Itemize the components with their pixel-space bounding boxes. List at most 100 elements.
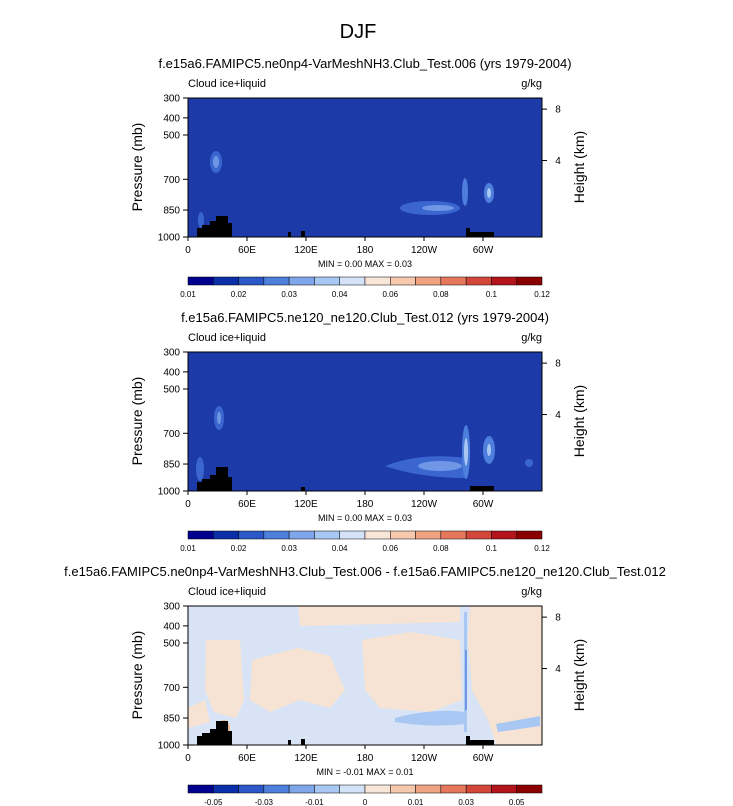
colorbar-label: 0.01 xyxy=(408,798,424,806)
colorbar-swatch xyxy=(339,784,366,794)
panel-1-colorbar: 0.01 0.02 0.03 0.04 0.06 0.08 0.1 0.12 xyxy=(180,276,550,299)
panel-1-y-axis: 300 400 500 700 850 1000 8 4 xyxy=(158,94,561,244)
y-right-tick-label: 4 xyxy=(555,410,561,421)
panel-2-cloud-core xyxy=(217,412,221,424)
y-tick-label: 850 xyxy=(163,714,180,725)
y-tick-label: 1000 xyxy=(158,233,181,244)
panel-3-positive-regions xyxy=(188,606,542,745)
x-tick-label: 120W xyxy=(411,753,438,764)
x-tick-label: 0 xyxy=(185,753,191,764)
colorbar-swatch xyxy=(465,276,492,286)
y-tick-label: 300 xyxy=(163,94,180,105)
panel-2-y-label: Pressure (mb) xyxy=(129,377,145,466)
panel-1-field-label: Cloud ice+liquid xyxy=(188,78,266,90)
panel-2-cloud-core xyxy=(487,444,491,456)
y-tick-label: 500 xyxy=(163,638,180,649)
page-title: DJF xyxy=(340,21,377,43)
panel-2-cloud-blob xyxy=(525,459,533,467)
panel-3: f.e15a6.FAMIPC5.ne0np4-VarMeshNH3.Club_T… xyxy=(64,564,666,806)
panel-1-stats: MIN = 0.00 MAX = 0.03 xyxy=(318,259,412,269)
colorbar-swatch xyxy=(339,530,366,540)
x-tick-label: 0 xyxy=(185,499,191,510)
x-tick-label: 180 xyxy=(357,753,374,764)
colorbar-label: 0.12 xyxy=(534,290,550,299)
panel-3-plot-area xyxy=(187,605,543,746)
panel-1-cloud-blob xyxy=(198,212,204,228)
x-tick-label: 120E xyxy=(294,499,318,510)
colorbar-label: 0.08 xyxy=(433,290,449,299)
x-tick-label: 60W xyxy=(473,245,494,256)
colorbar-swatch xyxy=(390,276,416,286)
panel-2-stats: MIN = 0.00 MAX = 0.03 xyxy=(318,513,412,523)
colorbar-swatch xyxy=(491,276,517,286)
y-right-tick-label: 8 xyxy=(555,105,561,116)
panel-2-cloud-core xyxy=(418,461,462,471)
panel-1-background xyxy=(188,98,542,237)
x-tick-label: 60E xyxy=(238,499,256,510)
colorbar-swatch xyxy=(516,276,543,286)
panel-2-field-label: Cloud ice+liquid xyxy=(188,332,266,344)
colorbar-swatch xyxy=(263,276,290,286)
colorbar-swatch xyxy=(516,530,543,540)
colorbar-label: -0.01 xyxy=(305,798,324,806)
colorbar-label: 0.01 xyxy=(180,544,196,553)
panel-2-cloud-blob xyxy=(196,457,204,481)
panel-1-title: f.e15a6.FAMIPC5.ne0np4-VarMeshNH3.Club_T… xyxy=(158,56,571,71)
colorbar-label: 0.04 xyxy=(332,290,348,299)
panel-2-y-label-right: Height (km) xyxy=(571,385,587,457)
y-tick-label: 700 xyxy=(163,429,180,440)
y-right-tick-label: 8 xyxy=(555,613,561,624)
y-tick-label: 500 xyxy=(163,384,180,395)
colorbar-label: 0.06 xyxy=(382,544,398,553)
colorbar-swatch xyxy=(288,530,315,540)
colorbar-swatch xyxy=(415,530,442,540)
x-tick-label: 60W xyxy=(473,753,494,764)
y-tick-label: 1000 xyxy=(158,487,181,498)
colorbar-label: 0.03 xyxy=(281,544,297,553)
colorbar-swatch xyxy=(238,784,265,794)
x-tick-label: 180 xyxy=(357,499,374,510)
panel-2-terrain-mask xyxy=(197,467,494,491)
panel-1-cloud-core xyxy=(487,188,491,198)
panel-1-cloud-blob xyxy=(462,178,468,206)
x-tick-label: 120E xyxy=(294,753,318,764)
colorbar-label: 0.1 xyxy=(486,544,498,553)
colorbar-swatch xyxy=(213,276,239,286)
panel-3-y-axis: 300 400 500 700 850 1000 8 4 xyxy=(158,602,561,752)
colorbar-swatch xyxy=(339,276,366,286)
panel-2-units: g/kg xyxy=(521,332,542,344)
colorbar-swatch xyxy=(364,784,391,794)
colorbar-swatch xyxy=(491,530,517,540)
y-right-tick-label: 8 xyxy=(555,359,561,370)
panel-2-y-axis: 300 400 500 700 850 1000 8 4 xyxy=(158,348,561,498)
colorbar-swatch xyxy=(440,276,467,286)
colorbar-label: 0.04 xyxy=(332,544,348,553)
colorbar-swatch xyxy=(390,530,416,540)
y-tick-label: 300 xyxy=(163,602,180,613)
panel-1-cloud-core xyxy=(213,156,219,168)
y-tick-label: 400 xyxy=(163,113,180,124)
panel-2: f.e15a6.FAMIPC5.ne120_ne120.Club_Test.01… xyxy=(129,310,587,553)
colorbar-swatch xyxy=(238,530,265,540)
colorbar-label: -0.05 xyxy=(204,798,223,806)
x-tick-label: 120E xyxy=(294,245,318,256)
colorbar-swatch xyxy=(263,784,290,794)
colorbar-label: 0.08 xyxy=(433,544,449,553)
colorbar-swatch xyxy=(314,784,340,794)
panel-1-plot-area xyxy=(187,97,543,238)
colorbar-swatch xyxy=(415,784,442,794)
panel-3-title: f.e15a6.FAMIPC5.ne0np4-VarMeshNH3.Club_T… xyxy=(64,564,666,579)
colorbar-swatch xyxy=(314,530,340,540)
colorbar-swatch xyxy=(288,276,315,286)
y-right-tick-label: 4 xyxy=(555,156,561,167)
y-tick-label: 850 xyxy=(163,460,180,471)
y-tick-label: 400 xyxy=(163,367,180,378)
x-tick-label: 60E xyxy=(238,753,256,764)
colorbar-swatch xyxy=(465,784,492,794)
x-tick-label: 60W xyxy=(473,499,494,510)
colorbar-swatch xyxy=(187,784,214,794)
panel-2-colorbar: 0.01 0.02 0.03 0.04 0.06 0.08 0.1 0.12 xyxy=(180,530,550,553)
y-tick-label: 500 xyxy=(163,130,180,141)
colorbar-label: 0.03 xyxy=(458,798,474,806)
